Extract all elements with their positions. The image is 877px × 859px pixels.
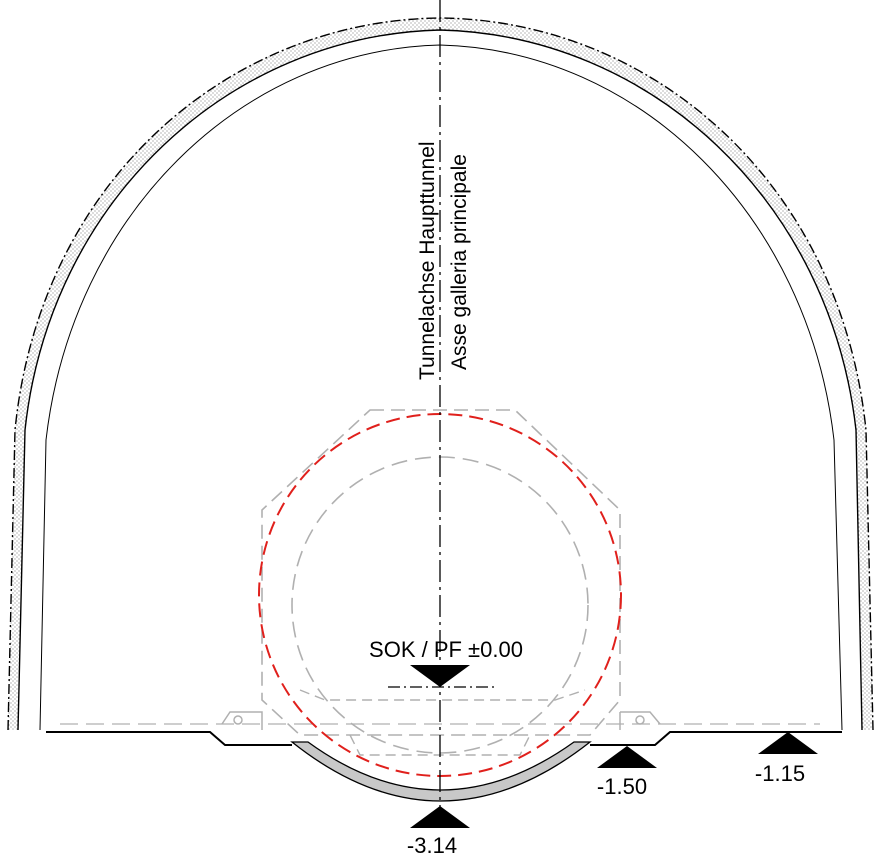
reference-level-label: SOK / PF ±0.00 [369,637,523,662]
axis-label-german: Tunnelachse Haupttunnel [416,141,439,380]
elevation-marker-bottom [410,806,470,828]
right-cable-niche [619,711,661,730]
reference-level-marker [410,665,470,687]
elevation-marker-right-bench [597,746,657,768]
tunnel-floor [46,731,842,746]
elevation-label-bottom: -3.14 [407,833,457,858]
elevation-marker-right-floor [758,732,818,754]
axis-label-italian: Asse galleria principale [448,154,471,370]
elevation-label-right-floor: -1.15 [755,761,805,786]
tbm-envelope-outline [261,409,621,736]
invert-slab [290,741,592,802]
elevation-label-right-bench: -1.50 [597,774,647,799]
left-cable-niche [221,711,263,730]
